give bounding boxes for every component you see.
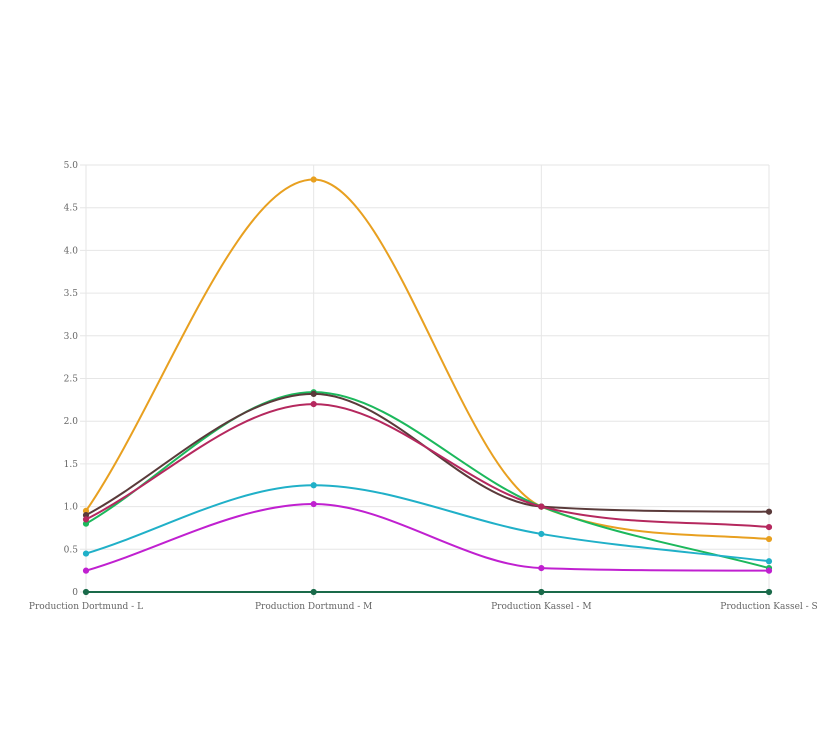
data-point[interactable]: [538, 564, 545, 572]
data-point[interactable]: [310, 390, 317, 397]
series-line: [85, 503, 770, 572]
data-point[interactable]: [82, 550, 90, 557]
series-line: [85, 391, 770, 570]
series-line: [85, 484, 770, 563]
series-line: [85, 403, 770, 529]
grid: [80, 164, 770, 598]
y-tick-label: 3.5: [64, 289, 79, 299]
x-tick-label: Production Dortmund - L: [29, 602, 143, 612]
series-group: [82, 176, 773, 596]
data-point[interactable]: [765, 567, 773, 574]
data-point[interactable]: [310, 588, 317, 596]
data-point[interactable]: [765, 523, 773, 531]
y-tick-label: 0: [72, 588, 78, 598]
y-tick-label: 1.0: [64, 503, 79, 513]
data-point[interactable]: [310, 482, 317, 489]
y-tick-label: 2.5: [64, 375, 79, 385]
y-axis: 0 0.5 1.0 1.5 2.0 2.5 3.0 3.5 4.0 4.5 5.0: [64, 161, 79, 598]
data-point[interactable]: [82, 516, 90, 523]
series-line: [85, 178, 770, 541]
x-tick-label: Production Dortmund - M: [255, 602, 372, 612]
data-point[interactable]: [310, 401, 317, 408]
data-point[interactable]: [538, 588, 545, 596]
y-tick-label: 3.0: [64, 332, 79, 342]
y-tick-label: 4.5: [64, 204, 79, 214]
data-point[interactable]: [765, 588, 773, 596]
data-point[interactable]: [310, 500, 317, 508]
data-point[interactable]: [82, 588, 90, 596]
y-tick-label: 1.5: [64, 460, 79, 470]
x-tick-label: Production Kassel - M: [491, 602, 591, 612]
data-point[interactable]: [765, 508, 773, 515]
x-tick-label: Production Kassel - S: [720, 602, 817, 612]
data-point[interactable]: [310, 176, 317, 183]
data-point[interactable]: [538, 530, 545, 538]
data-point[interactable]: [538, 503, 545, 510]
data-point[interactable]: [765, 558, 773, 565]
x-axis: Production Dortmund - L Production Dortmu…: [29, 602, 818, 612]
data-point[interactable]: [82, 567, 90, 574]
data-point[interactable]: [765, 535, 773, 543]
y-tick-label: 5.0: [64, 161, 79, 171]
y-tick-label: 4.0: [64, 246, 79, 256]
y-tick-label: 0.5: [64, 545, 79, 555]
y-tick-label: 2.0: [64, 417, 79, 427]
